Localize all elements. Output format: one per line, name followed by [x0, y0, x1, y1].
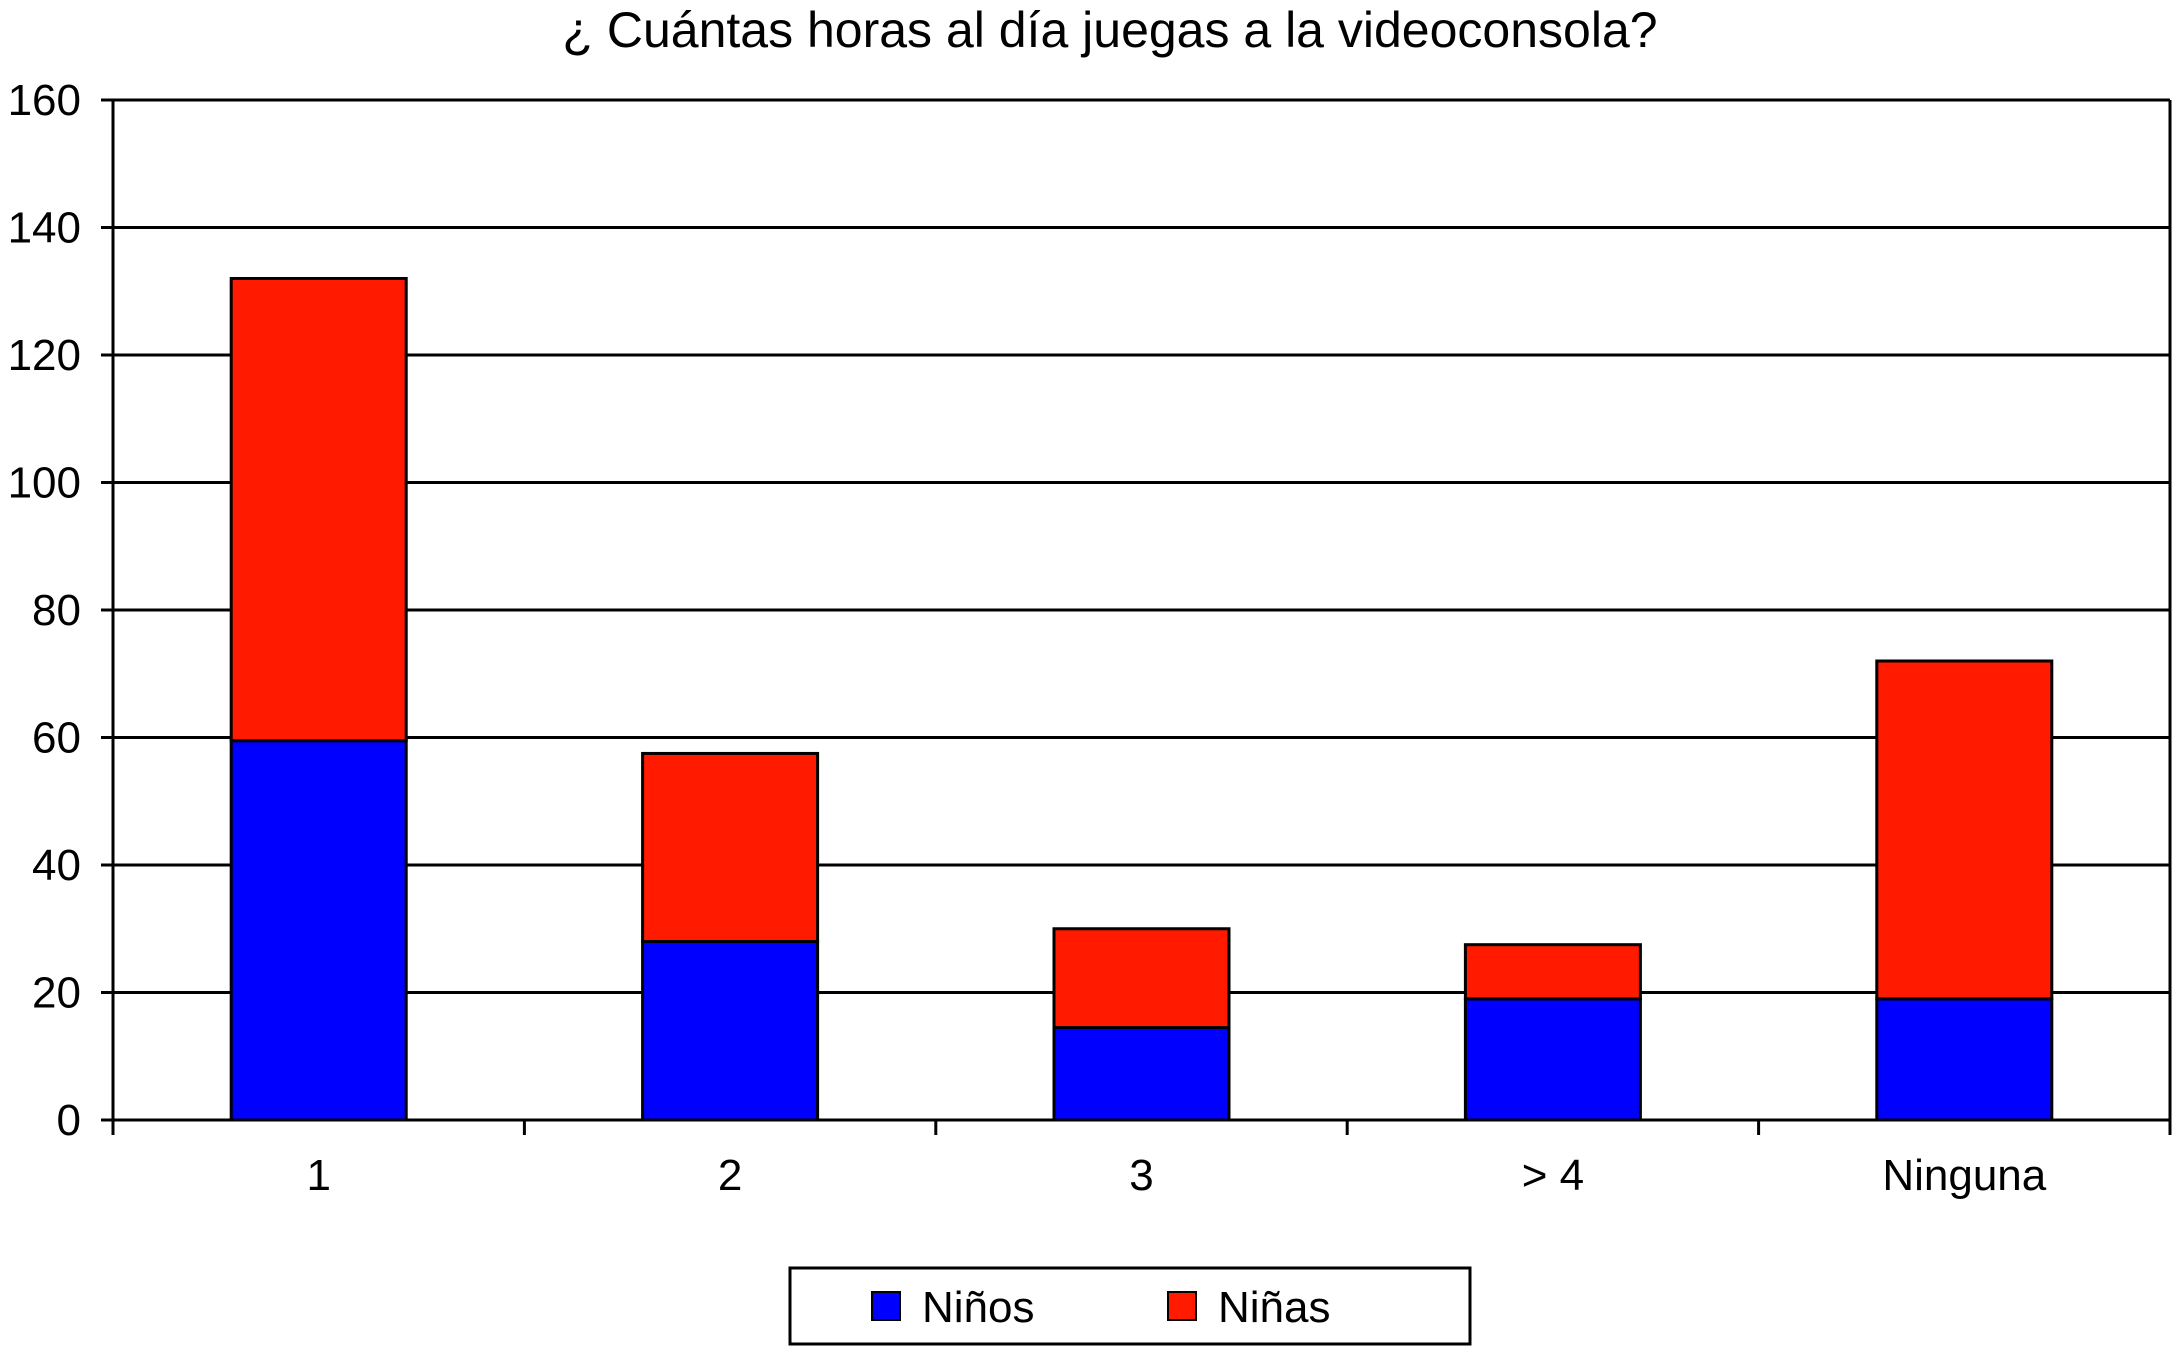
- x-tick-label: Ninguna: [1882, 1151, 2046, 1200]
- y-tick-label: 80: [32, 586, 81, 635]
- bar-ninos: [1052, 1026, 1231, 1122]
- legend: Niños Niñas: [788, 1266, 1472, 1346]
- y-tick-label: 160: [8, 76, 81, 125]
- chart-title: ¿ Cuántas horas al día juegas a la video…: [562, 2, 1657, 58]
- axes: [111, 98, 2172, 1135]
- y-tick-label: 120: [8, 331, 81, 380]
- bar-ninas: [1052, 927, 1231, 1030]
- x-axis-ticks: 1 2 3 > 4 Ninguna: [111, 1120, 2172, 1200]
- legend-label-ninos: Niños: [922, 1283, 1035, 1332]
- legend-label-ninas: Niñas: [1218, 1283, 1331, 1332]
- x-tick-label: > 4: [1522, 1151, 1584, 1200]
- y-tick-label: 60: [32, 714, 81, 763]
- gridlines: [113, 98, 2170, 994]
- bar-ninos: [1875, 997, 2054, 1122]
- bar-ninas: [1875, 659, 2054, 1001]
- y-tick-label: 100: [8, 459, 81, 508]
- bar-ninos: [641, 940, 820, 1122]
- x-tick-label: 2: [718, 1151, 742, 1200]
- y-axis-ticks: 0 20 40 60 80 100 120 140 160: [8, 76, 113, 1145]
- bar-ninas: [229, 277, 408, 743]
- legend-swatch-ninas: [1167, 1291, 1197, 1321]
- bar-ninos: [1463, 997, 1642, 1122]
- bar-ninas: [1463, 943, 1642, 1001]
- y-tick-label: 40: [32, 841, 81, 890]
- x-tick-label: 1: [306, 1151, 330, 1200]
- x-tick-label: 3: [1129, 1151, 1153, 1200]
- y-tick-label: 0: [57, 1096, 81, 1145]
- y-tick-label: 20: [32, 969, 81, 1018]
- bar-ninas: [641, 751, 820, 943]
- bars: [229, 277, 2054, 1122]
- legend-swatch-ninos: [871, 1291, 901, 1321]
- legend-box: [788, 1266, 1472, 1346]
- bar-ninos: [229, 739, 408, 1122]
- y-tick-label: 140: [8, 204, 81, 253]
